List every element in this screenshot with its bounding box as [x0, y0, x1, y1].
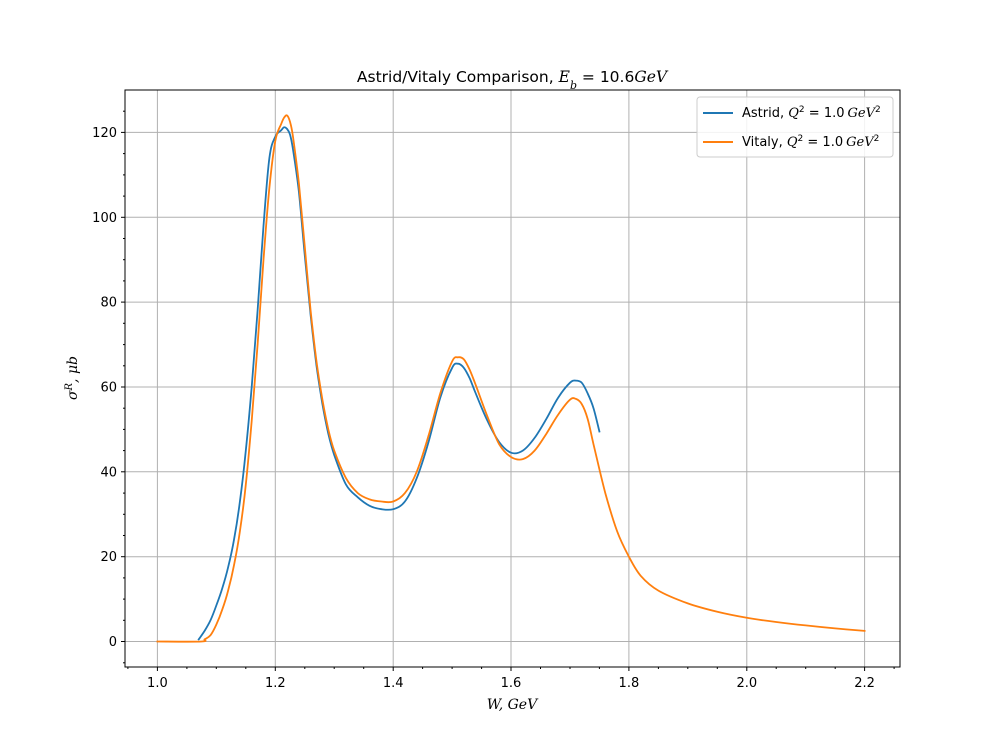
- x-tick-label: 1.4: [383, 676, 404, 691]
- x-tick-label: 2.0: [736, 676, 757, 691]
- y-tick-label: 120: [92, 126, 117, 141]
- x-tick-label: 1.8: [619, 676, 640, 691]
- plot-frame: [124, 89, 901, 668]
- chart-title: Astrid/Vitaly Comparison, Eb = 10.6GeV: [357, 68, 669, 92]
- series-layer: [156, 114, 866, 643]
- y-tick-label: 60: [100, 381, 117, 396]
- legend-frame: [696, 96, 894, 158]
- y-axis-label: σR, μb: [64, 356, 82, 400]
- series-line-astrid: [197, 126, 601, 641]
- y-tick-label: 80: [100, 296, 117, 311]
- x-tick-label: 1.0: [147, 676, 168, 691]
- legend-label-astrid: Astrid, Q2 = 1.0 GeV2: [742, 105, 881, 121]
- y-tick-label: 100: [92, 211, 117, 226]
- y-tick-label: 40: [100, 465, 117, 480]
- y-tick-label: 0: [109, 635, 117, 650]
- x-axis-label: W, GeV: [487, 697, 539, 713]
- x-tick-label: 2.2: [854, 676, 875, 691]
- legend: Astrid, Q2 = 1.0 GeV2 Vitaly, Q2 = 1.0 GeV…: [696, 96, 894, 158]
- y-tick-label: 20: [100, 550, 117, 565]
- ticks-layer: 1.0 1.2 1.4 1.6 1.8 2.0 2.2 0 20 40 60 80 100 120: [92, 110, 895, 691]
- legend-label-vitaly: Vitaly, Q2 = 1.0 GeV2: [742, 134, 879, 150]
- x-tick-label: 1.2: [265, 676, 286, 691]
- x-tick-label: 1.6: [501, 676, 522, 691]
- grid-layer: [125, 90, 900, 667]
- series-line-vitaly: [156, 114, 866, 643]
